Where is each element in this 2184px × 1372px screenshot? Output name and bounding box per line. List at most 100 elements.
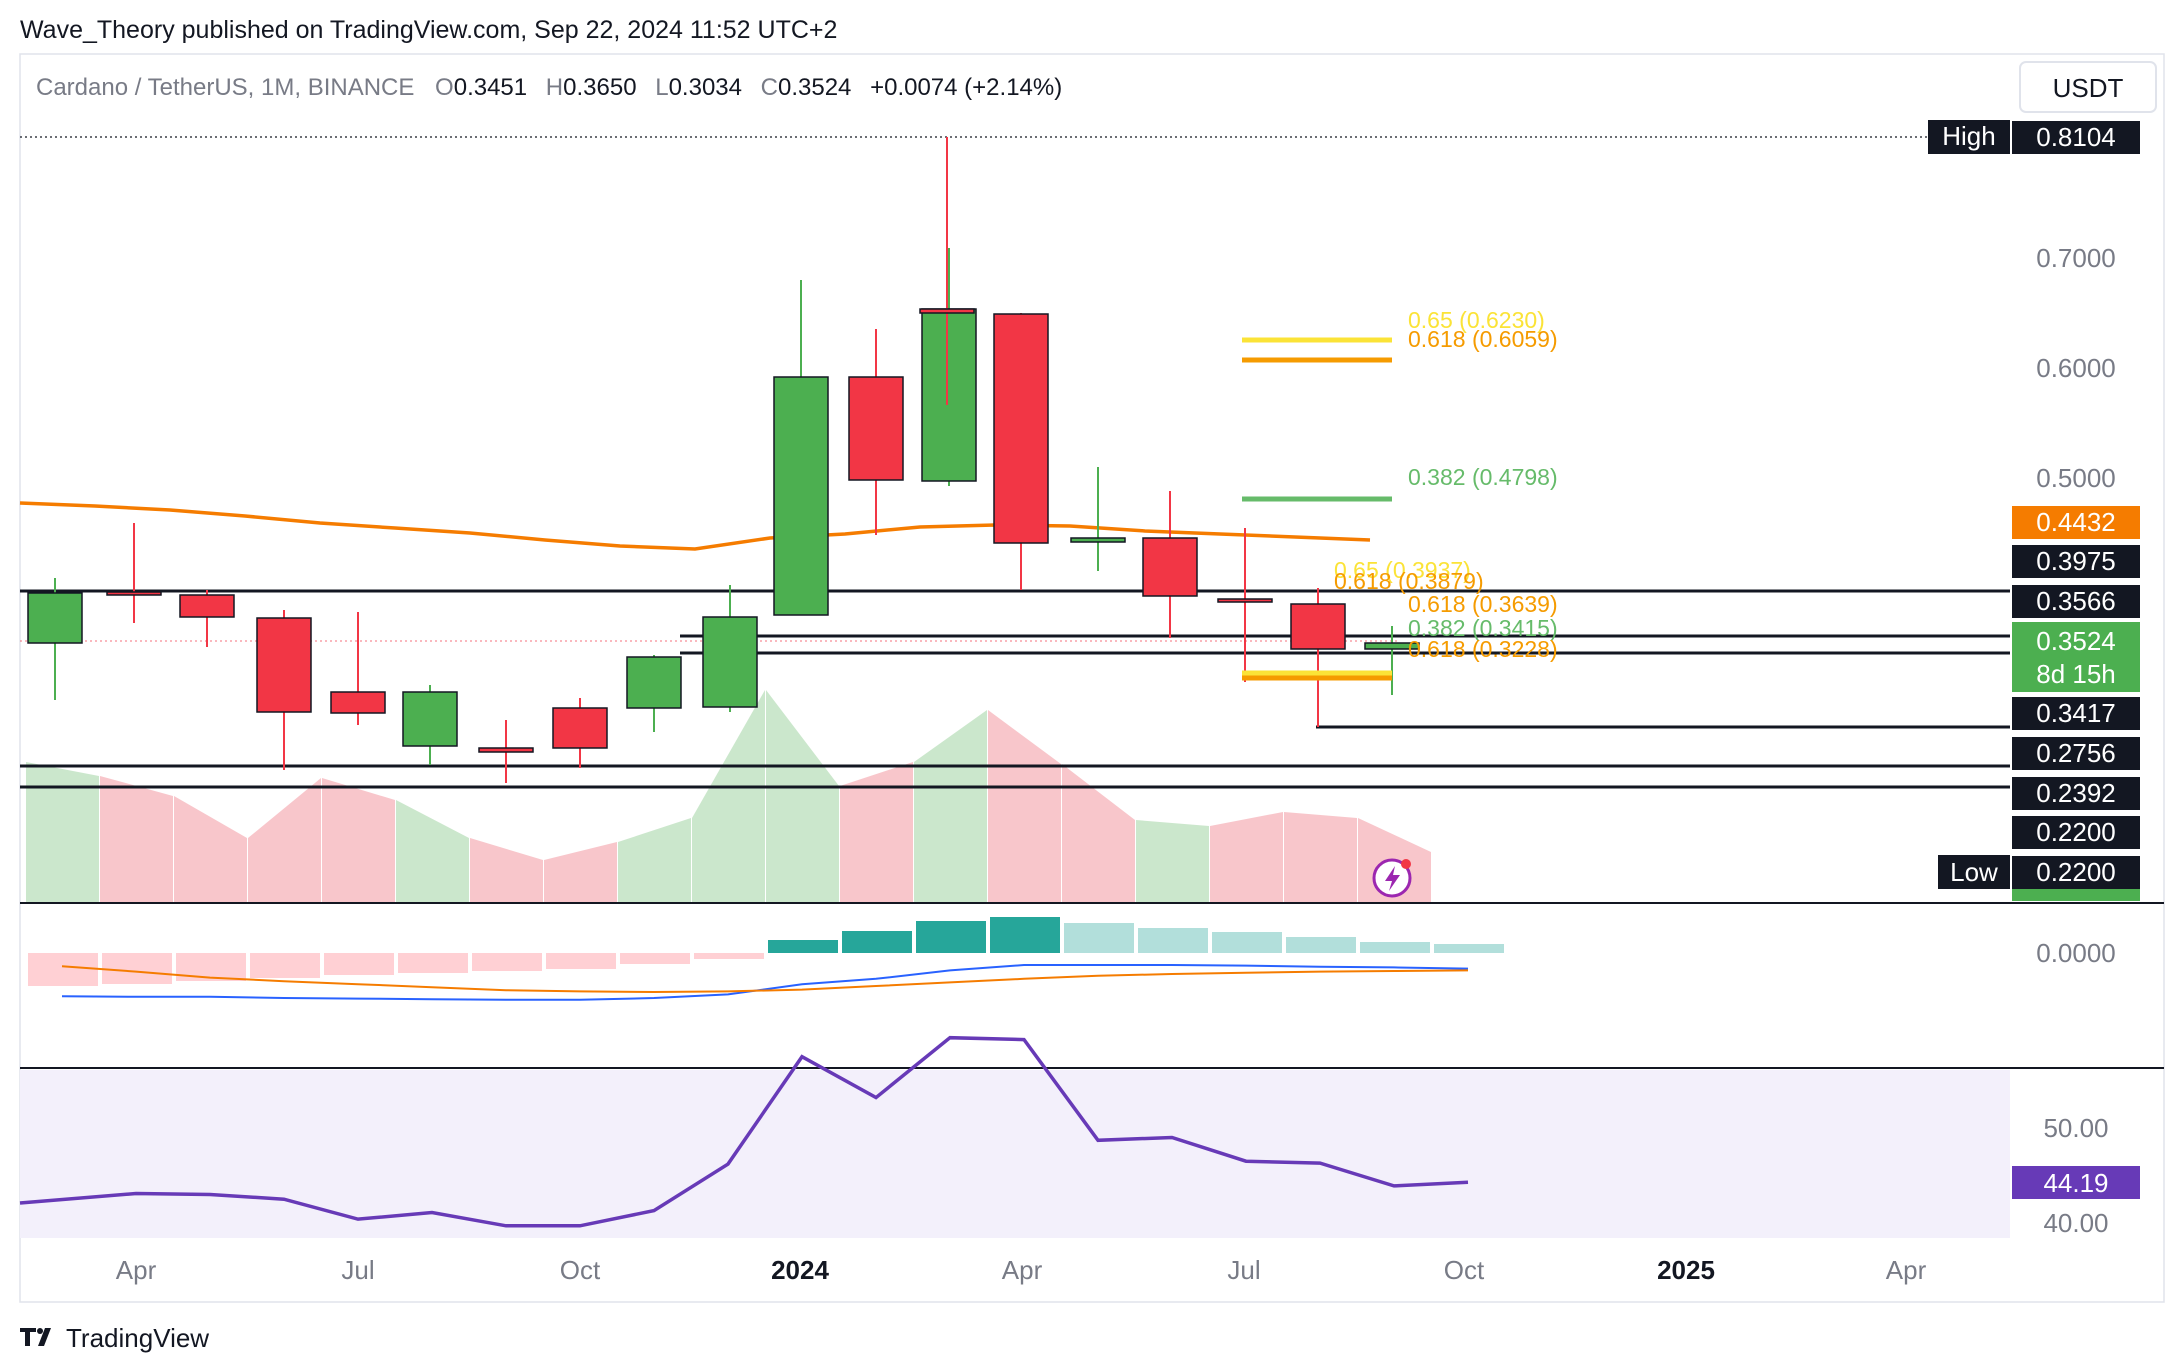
last-price-text: 0.3524 bbox=[2036, 626, 2116, 656]
high-price-tag-text: 0.8104 bbox=[2036, 122, 2116, 152]
candle-2023-02 bbox=[27, 578, 83, 700]
macd-signal-line bbox=[61, 965, 1469, 994]
macd-histogram-bar bbox=[102, 953, 172, 984]
fib-label: 0.618 (0.3879) bbox=[1334, 568, 1484, 594]
volume-area bbox=[1136, 820, 1209, 902]
volume-area bbox=[766, 690, 839, 902]
fib-label: 0.618 (0.3639) bbox=[1408, 591, 1558, 617]
candle-body bbox=[993, 313, 1049, 544]
candle-body bbox=[106, 591, 162, 596]
close-label: C bbox=[761, 74, 778, 101]
rsi-background bbox=[20, 1070, 2010, 1238]
macd-histogram-bar bbox=[324, 953, 394, 975]
time-tick: Jul bbox=[1227, 1255, 1260, 1285]
macd-histogram-bar bbox=[472, 953, 542, 971]
candle-body bbox=[921, 308, 977, 482]
rsi-pane bbox=[19, 1035, 1469, 1228]
macd-line bbox=[61, 964, 1469, 1001]
macd-histogram-bar bbox=[620, 953, 690, 964]
candle-body bbox=[1290, 603, 1346, 650]
low-price-tag: 0.2200 bbox=[2012, 856, 2140, 889]
candle-2023-10 bbox=[626, 655, 682, 732]
volume-area bbox=[840, 762, 913, 902]
lightning-icon[interactable] bbox=[1372, 858, 1412, 898]
time-tick: Jul bbox=[341, 1255, 374, 1285]
currency-button[interactable]: USDT bbox=[2019, 61, 2157, 113]
candle-2023-07 bbox=[402, 685, 458, 765]
time-tick: Apr bbox=[116, 1255, 157, 1285]
low-label-box: Low bbox=[1938, 855, 2010, 889]
high-label-text: High bbox=[1942, 121, 1995, 151]
candle-2023-04 bbox=[179, 590, 235, 647]
level-price-tag: 0.2392 bbox=[2012, 777, 2140, 810]
candle-body bbox=[478, 747, 534, 753]
low-price-tag-bg bbox=[2012, 856, 2140, 889]
low-label-bg bbox=[1938, 855, 2010, 889]
macd-histogram-bar bbox=[1434, 944, 1504, 953]
candles bbox=[27, 137, 1420, 783]
level-price-tag: 0.3417 bbox=[2012, 697, 2140, 730]
price-tick: 0.7000 bbox=[2036, 243, 2116, 273]
level-price-tag-bg bbox=[2012, 777, 2140, 810]
fib-label: 0.618 (0.6059) bbox=[1408, 326, 1558, 352]
volume-area bbox=[618, 818, 691, 902]
candle-2024-08 bbox=[1290, 588, 1346, 727]
macd-pane bbox=[28, 917, 1504, 1001]
macd-histogram-bar bbox=[1360, 942, 1430, 953]
macd-histogram-bar bbox=[768, 940, 838, 953]
price-tick: 0.6000 bbox=[2036, 353, 2116, 383]
level-price-tag-bg bbox=[2012, 816, 2140, 849]
candle-body bbox=[773, 376, 829, 616]
candle-2024-04 bbox=[993, 313, 1049, 590]
level-price-tag: 0.2756 bbox=[2012, 737, 2140, 770]
rsi-value-tag: 44.19 bbox=[2012, 1166, 2140, 1199]
macd-histogram-bar bbox=[842, 931, 912, 953]
ema-line bbox=[19, 501, 1371, 551]
volume-layer bbox=[26, 690, 1431, 902]
time-tick: Oct bbox=[1444, 1255, 1485, 1285]
macd-histogram-bar bbox=[990, 917, 1060, 953]
candle-2024-02 bbox=[921, 248, 977, 486]
level-price-tag-text: 0.3566 bbox=[2036, 586, 2116, 616]
macd-histogram-bar bbox=[1138, 928, 1208, 953]
macd-histogram-bar bbox=[398, 953, 468, 973]
tradingview-logo bbox=[20, 1328, 51, 1346]
candle-2024-07 bbox=[1217, 528, 1273, 682]
level-price-tag-bg bbox=[2012, 697, 2140, 730]
low-label-text: Low bbox=[1950, 857, 1998, 887]
high-price-tag: 0.8104 bbox=[2012, 121, 2140, 154]
candle-body bbox=[1070, 537, 1126, 543]
open-label: O bbox=[435, 74, 454, 101]
volume-area bbox=[174, 796, 247, 902]
fib-label: 0.65 (0.6230) bbox=[1408, 307, 1545, 333]
level-price-tag-bg bbox=[2012, 545, 2140, 578]
fib-label: 0.382 (0.4798) bbox=[1408, 464, 1558, 490]
ema-layer bbox=[19, 501, 1371, 551]
level-price-tag-bg bbox=[2012, 737, 2140, 770]
fib-label: 0.65 (0.3937) bbox=[1334, 557, 1471, 583]
candle-2024-05 bbox=[1070, 467, 1126, 571]
level-price-tag-text: 0.2392 bbox=[2036, 778, 2116, 808]
price-axis: 0.7000 0.6000 0.5000 0.8104 High 0.4432 0.3975… bbox=[1928, 120, 2140, 1238]
fibonacci-levels: 0.65 (0.6230)0.618 (0.6059) 0.382 (0.4798… bbox=[1242, 307, 1558, 681]
low-value: 0.3034 bbox=[669, 74, 742, 101]
candle-2023-12 bbox=[773, 280, 829, 616]
publisher-line: Wave_Theory published on TradingView.com… bbox=[20, 16, 837, 44]
low-tag-underline bbox=[2012, 889, 2140, 901]
volume-area bbox=[544, 842, 617, 902]
candle-body bbox=[848, 376, 904, 481]
time-tick: Apr bbox=[1886, 1255, 1927, 1285]
macd-histogram-bar bbox=[28, 953, 98, 986]
candle-2023-06 bbox=[330, 612, 386, 725]
ema-price-tag-bg bbox=[2012, 506, 2140, 539]
level-price-tag: 0.2200 bbox=[2012, 816, 2140, 849]
volume-area bbox=[914, 710, 987, 902]
candle-body bbox=[1217, 598, 1273, 603]
macd-histogram-bar bbox=[1212, 932, 1282, 953]
rsi-value-bg bbox=[2012, 1166, 2140, 1199]
high-price-tag-bg bbox=[2012, 121, 2140, 154]
volume-area bbox=[470, 838, 543, 902]
candle-body bbox=[919, 308, 975, 314]
high-value: 0.3650 bbox=[563, 74, 636, 101]
volume-area bbox=[988, 710, 1061, 902]
